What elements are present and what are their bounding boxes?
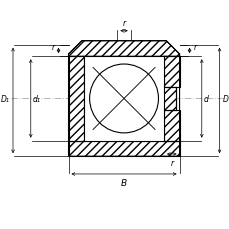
Polygon shape (68, 141, 179, 156)
Polygon shape (84, 57, 175, 141)
Polygon shape (68, 41, 179, 57)
Circle shape (89, 65, 158, 133)
Text: r: r (169, 159, 173, 168)
Polygon shape (163, 57, 179, 88)
Polygon shape (68, 57, 84, 141)
Text: d: d (203, 95, 208, 104)
Text: d₁: d₁ (33, 95, 41, 104)
Text: r: r (193, 43, 196, 52)
Polygon shape (163, 110, 179, 141)
Text: B: B (120, 179, 127, 188)
Text: r: r (51, 43, 54, 52)
Polygon shape (163, 88, 175, 110)
Text: D₁: D₁ (1, 95, 10, 104)
Text: D: D (222, 95, 228, 104)
Text: r: r (122, 19, 125, 28)
